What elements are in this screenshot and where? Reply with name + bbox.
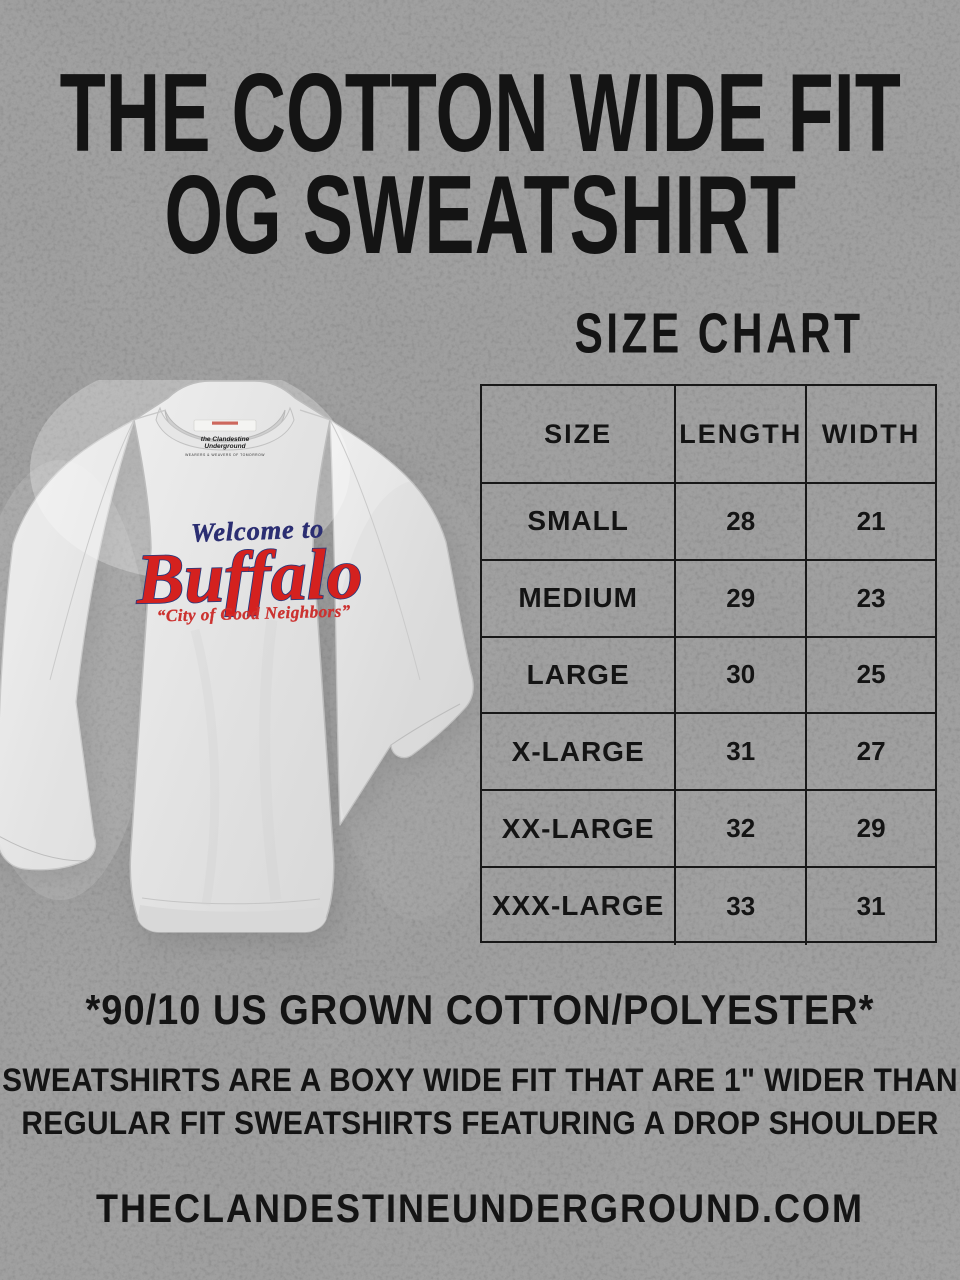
svg-text:Underground: Underground — [204, 443, 246, 450]
svg-text:WEARERS & WEAVERS OF TOMORROW: WEARERS & WEAVERS OF TOMORROW — [185, 453, 265, 457]
svg-text:the Clandestine: the Clandestine — [201, 436, 250, 443]
